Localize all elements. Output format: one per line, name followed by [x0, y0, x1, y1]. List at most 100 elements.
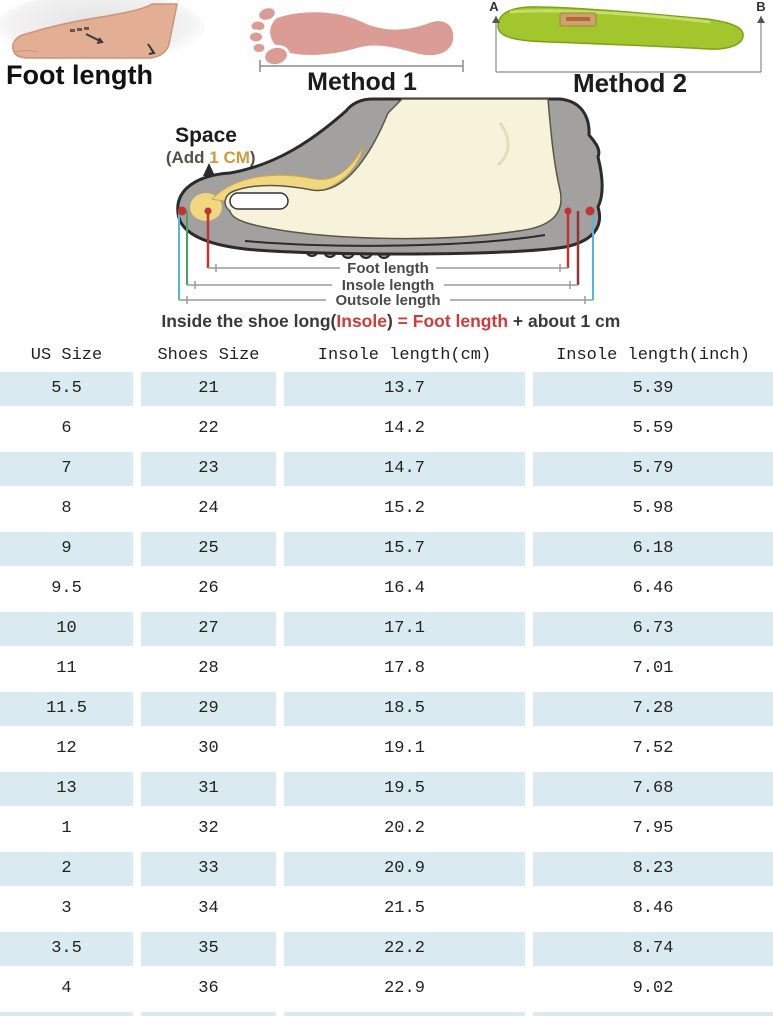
foot-inside-shoe [224, 98, 562, 240]
table-cell: 9.02 [632, 979, 674, 998]
header-insole-inch: Insole length(inch) [533, 340, 773, 372]
table-row: 11 28 17.8 7.01 [0, 652, 773, 692]
table-row: 9 25 15.7 6.18 [0, 532, 773, 572]
table-cell: 6.46 [632, 579, 674, 598]
table-cell: 8.23 [533, 852, 773, 892]
toes-detail [13, 50, 39, 53]
formula-tail: + about 1 cm [508, 311, 620, 331]
table-cell: 3 [61, 899, 72, 918]
method1-label: Method 1 [307, 68, 417, 95]
header-insole-inch-label: Insole length(inch) [556, 346, 750, 365]
table-row: 7 23 14.7 5.79 [0, 452, 773, 492]
formula-mid: ) [387, 311, 398, 331]
photo-lettering-smudge [70, 27, 89, 32]
table-row: 3.5 35 22.2 8.74 [0, 932, 773, 972]
table-cell: 3.5 [0, 932, 141, 972]
table-cell: 19.5 [284, 772, 533, 812]
table-cell: 30 [198, 739, 219, 758]
formula-equals-foot: = Foot length [398, 311, 508, 331]
point-a-arrow [492, 16, 500, 23]
table-cell [284, 1012, 533, 1016]
method2-block: A B Method 2 [480, 0, 773, 95]
table-cell: 5.39 [533, 372, 773, 412]
table-cell: 6 [61, 419, 72, 438]
foot-side-illustration [12, 3, 178, 59]
table-cell: 35 [141, 932, 284, 972]
table-row: 8 24 15.2 5.98 [0, 492, 773, 532]
formula-lead: Inside the shoe long( [161, 311, 336, 331]
measuring-methods-strip: Foot length Method 1 [0, 0, 773, 95]
table-row: 12 30 19.1 7.52 [0, 732, 773, 772]
measurement-guides [177, 206, 595, 300]
table-row: 11.5 29 18.5 7.28 [0, 692, 773, 732]
shoe-diagram-svg: Space (Add 1 CM) [161, 97, 620, 331]
table-cell: 7.01 [632, 659, 674, 678]
footprint-shape [247, 5, 457, 68]
table-cell: 8.46 [632, 899, 674, 918]
header-insole-cm-label: Insole length(cm) [317, 346, 492, 365]
foot-photo-illustration: Foot length [0, 0, 205, 90]
table-row: 13 31 19.5 7.68 [0, 772, 773, 812]
foot-length-measure-label: Foot length [347, 260, 429, 277]
table-cell: 7.95 [632, 819, 674, 838]
foot-photo-label: Foot length [6, 60, 153, 90]
header-us-size-label: US Size [30, 346, 103, 365]
table-cell: 13 [0, 772, 141, 812]
table-cell: 32 [198, 819, 219, 838]
method1-block: Method 1 [245, 0, 480, 95]
table-cell: 11 [56, 659, 77, 678]
table-cell: 9.5 [51, 579, 82, 598]
insole-brand-mark [566, 17, 590, 21]
table-cell: 36 [198, 979, 219, 998]
table-cell: 1 [61, 819, 72, 838]
method2-label: Method 2 [573, 68, 687, 95]
header-insole-cm: Insole length(cm) [284, 340, 533, 372]
table-cell: 25 [141, 532, 284, 572]
table-cell: 33 [141, 852, 284, 892]
table-row: 6 22 14.2 5.59 [0, 412, 773, 452]
table-cell: 17.1 [284, 612, 533, 652]
header-us-size: US Size [0, 340, 141, 372]
space-note-suffix: ) [250, 148, 256, 167]
table-cell: 15.7 [284, 532, 533, 572]
footprint-illustration: Method 1 [247, 5, 464, 95]
table-cell: 7.28 [533, 692, 773, 732]
table-header-row: US Size Shoes Size Insole length(cm) Ins… [0, 340, 773, 372]
method1-measure-line [259, 60, 464, 72]
table-cell: 7.68 [533, 772, 773, 812]
table-cell: 15.2 [384, 499, 425, 518]
photo-arrow-marks [85, 33, 156, 55]
table-cell: 17.8 [384, 659, 425, 678]
header-shoes-size: Shoes Size [141, 340, 284, 372]
table-cell: 20.2 [384, 819, 425, 838]
space-note-value: 1 CM [209, 148, 250, 167]
foot-photo-block: Foot length [0, 0, 245, 95]
table-cell: 14.7 [284, 452, 533, 492]
point-b-arrow [757, 16, 765, 23]
table-cell: 2 [0, 852, 141, 892]
table-row: 2 33 20.9 8.23 [0, 852, 773, 892]
toe-space-area [190, 193, 222, 221]
table-row: 1 32 20.2 7.95 [0, 812, 773, 852]
table-cell: 21.5 [384, 899, 425, 918]
table-cell: 24 [198, 499, 219, 518]
table-cell: 7 [0, 452, 141, 492]
point-a-label: A [489, 0, 499, 14]
table-cell: 5.59 [632, 419, 674, 438]
table-cell: 28 [198, 659, 219, 678]
table-cell [141, 1012, 284, 1016]
table-cell: 16.4 [384, 579, 425, 598]
insole-highlight [509, 9, 711, 24]
insole-length-measure-label: Insole length [342, 277, 435, 294]
measure-lines [179, 264, 593, 304]
table-cell: 5.98 [632, 499, 674, 518]
table-cell: 10 [0, 612, 141, 652]
table-cell: 21 [141, 372, 284, 412]
space-title: Space [175, 124, 237, 147]
table-cell: 7.52 [632, 739, 674, 758]
table-cell: 31 [141, 772, 284, 812]
table-cell [0, 1012, 141, 1016]
table-cell: 4 [61, 979, 72, 998]
size-table-body: 5.5 21 13.7 5.39 6 22 14.2 5.59 7 23 14.7 5.79 8 24 15… [0, 372, 773, 1016]
table-cell: 11.5 [0, 692, 141, 732]
